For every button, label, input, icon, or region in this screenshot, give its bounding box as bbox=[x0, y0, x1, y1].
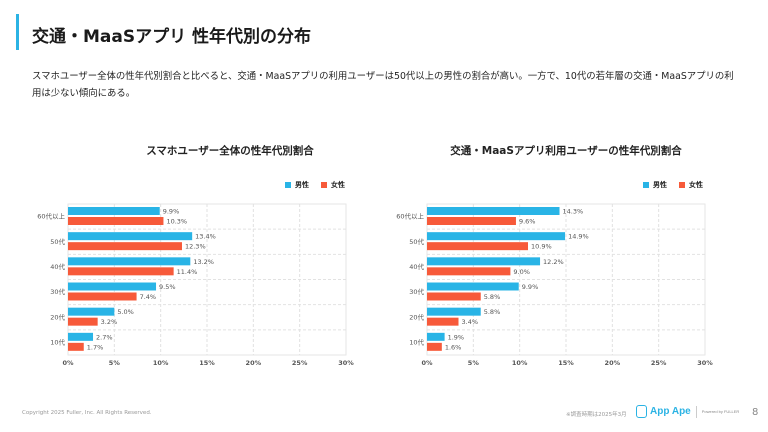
y-category-label: 40代 bbox=[50, 262, 65, 271]
bar-male bbox=[68, 232, 193, 241]
bar-male bbox=[427, 307, 481, 316]
data-label: 5.0% bbox=[117, 308, 134, 316]
y-category-label: 20代 bbox=[409, 312, 424, 321]
data-label: 9.0% bbox=[513, 268, 530, 276]
y-category-label: 40代 bbox=[409, 262, 424, 271]
y-category-label: 10代 bbox=[50, 337, 65, 346]
bar-male bbox=[427, 232, 566, 241]
x-tick-label: 0% bbox=[62, 359, 74, 367]
data-label: 10.3% bbox=[166, 218, 187, 226]
legend-female: 女性 bbox=[321, 180, 345, 190]
data-label: 1.7% bbox=[87, 343, 104, 351]
y-category-label: 50代 bbox=[50, 237, 65, 246]
data-label: 12.2% bbox=[543, 258, 564, 266]
description: スマホユーザー全体の性年代別割合と比べると、交通・MaaSアプリの利用ユーザーは… bbox=[32, 71, 734, 99]
data-label: 14.9% bbox=[568, 233, 589, 241]
data-label: 13.4% bbox=[195, 233, 216, 241]
chart-1-legend: 男性 女性 bbox=[285, 180, 345, 190]
powered-by: Powered by FULLER bbox=[701, 409, 740, 414]
data-label: 1.9% bbox=[448, 333, 465, 341]
data-label: 2.7% bbox=[96, 333, 113, 341]
bar-female bbox=[427, 217, 516, 225]
chart-2-title: 交通・MaaSアプリ利用ユーザーの性年代別割合 bbox=[450, 145, 682, 157]
page-title: 交通・MaaSアプリ 性年代別の分布 bbox=[32, 27, 312, 47]
logo-text: App Ape bbox=[650, 406, 691, 417]
bar-female bbox=[427, 292, 481, 301]
data-label: 5.8% bbox=[484, 293, 501, 301]
legend-male: 男性 bbox=[643, 180, 667, 190]
app-ape-icon bbox=[636, 405, 647, 418]
y-category-label: 60代以上 bbox=[396, 212, 424, 221]
bar-male bbox=[427, 207, 560, 215]
bar-female bbox=[68, 267, 174, 276]
data-label: 10.9% bbox=[531, 243, 552, 251]
bar-male bbox=[68, 307, 115, 316]
bar-male bbox=[427, 282, 519, 291]
y-category-label: 30代 bbox=[409, 287, 424, 296]
bar-male bbox=[427, 257, 541, 266]
data-label: 9.5% bbox=[159, 283, 176, 291]
data-label: 1.6% bbox=[445, 343, 462, 351]
bar-male bbox=[427, 332, 445, 341]
x-tick-label: 15% bbox=[199, 359, 215, 367]
legend-male: 男性 bbox=[285, 180, 309, 190]
chart-1-title: スマホユーザー全体の性年代別割合 bbox=[146, 145, 314, 157]
chart-1: 0% 5% 10% 15% 20% 25% 30% 60代以上 9.9% 10.3% 50代 13.4… bbox=[37, 203, 354, 367]
survey-note: ※調査時期は2025年3月 bbox=[566, 412, 627, 418]
copyright: Copyright 2025 Fuller, Inc. All Rights R… bbox=[22, 410, 152, 416]
bar-female bbox=[427, 342, 442, 351]
bar-female bbox=[68, 342, 84, 351]
data-label: 14.3% bbox=[563, 208, 584, 216]
data-label: 3.2% bbox=[101, 318, 118, 326]
chart-2: 0% 5% 10% 15% 20% 25% 30% 60代以上 14.3% 9.6% 50代 14.9… bbox=[396, 203, 713, 367]
data-label: 12.3% bbox=[185, 243, 206, 251]
bar-male bbox=[68, 257, 191, 266]
logo-divider bbox=[695, 405, 697, 418]
bar-female bbox=[427, 242, 529, 251]
x-tick-label: 20% bbox=[246, 359, 262, 367]
x-tick-label: 30% bbox=[338, 359, 354, 367]
page-number: 8 bbox=[752, 407, 759, 418]
y-category-label: 50代 bbox=[409, 237, 424, 246]
bar-female bbox=[68, 217, 164, 225]
data-label: 13.2% bbox=[193, 258, 214, 266]
bar-female bbox=[427, 317, 459, 326]
x-tick-label: 25% bbox=[292, 359, 308, 367]
app-ape-logo: App Ape Powered by FULLER bbox=[636, 405, 739, 418]
bar-female bbox=[427, 267, 511, 276]
chart-2-legend: 男性 女性 bbox=[643, 180, 703, 190]
data-label: 5.8% bbox=[484, 308, 501, 316]
x-tick-label: 10% bbox=[512, 359, 528, 367]
bar-female bbox=[68, 317, 98, 326]
x-tick-label: 30% bbox=[697, 359, 713, 367]
legend-female: 女性 bbox=[679, 180, 703, 190]
data-label: 11.4% bbox=[177, 268, 198, 276]
bar-female bbox=[68, 242, 182, 251]
data-label: 7.4% bbox=[140, 293, 157, 301]
data-label: 9.6% bbox=[519, 218, 536, 226]
title-accent-bar bbox=[16, 14, 19, 50]
y-category-label: 20代 bbox=[50, 312, 65, 321]
x-tick-label: 5% bbox=[109, 359, 121, 367]
data-label: 9.9% bbox=[522, 283, 539, 291]
x-tick-label: 20% bbox=[605, 359, 621, 367]
bar-male bbox=[68, 282, 157, 291]
x-tick-label: 25% bbox=[651, 359, 667, 367]
y-category-label: 30代 bbox=[50, 287, 65, 296]
y-category-label: 60代以上 bbox=[37, 212, 65, 221]
x-tick-label: 5% bbox=[468, 359, 480, 367]
bar-male bbox=[68, 332, 94, 341]
data-label: 3.4% bbox=[462, 318, 479, 326]
x-tick-label: 15% bbox=[558, 359, 574, 367]
x-tick-label: 10% bbox=[153, 359, 169, 367]
data-label: 9.9% bbox=[163, 208, 180, 216]
x-tick-label: 0% bbox=[421, 359, 433, 367]
y-category-label: 10代 bbox=[409, 337, 424, 346]
bar-female bbox=[68, 292, 137, 301]
bar-male bbox=[68, 207, 160, 215]
